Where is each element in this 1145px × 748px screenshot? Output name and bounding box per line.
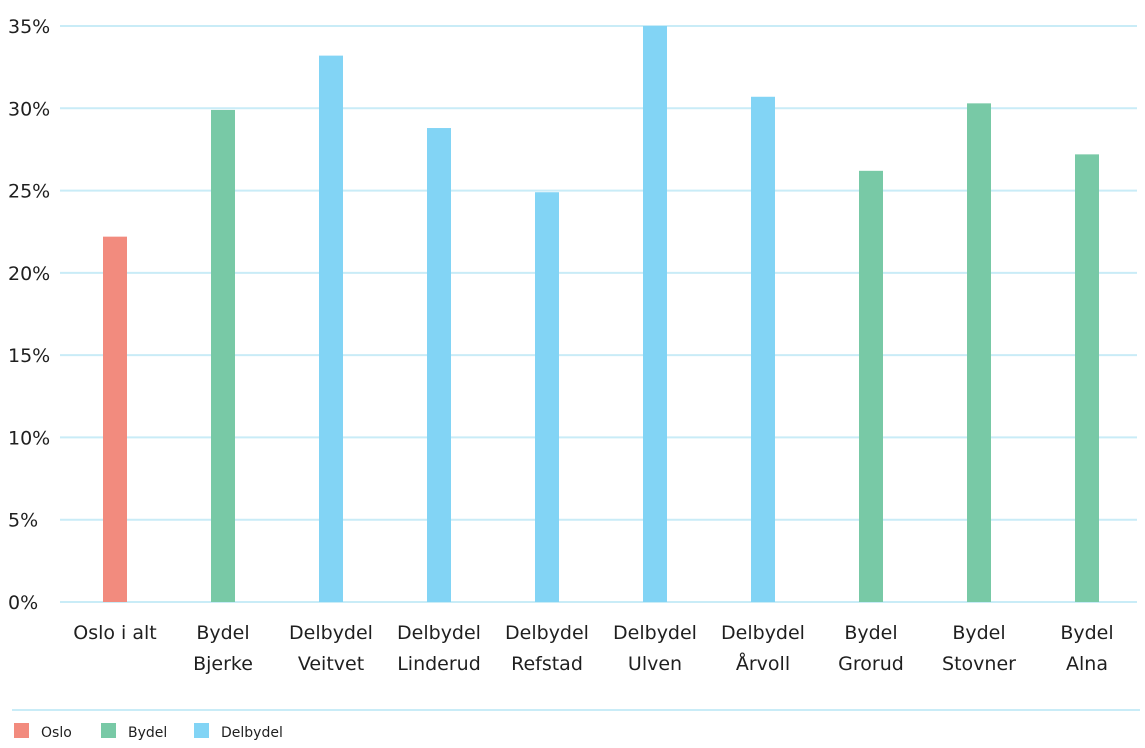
bar (751, 96, 775, 602)
x-tick-label: Linderud (397, 653, 481, 675)
bar (103, 236, 127, 602)
x-tick-label: Ulven (628, 653, 682, 675)
y-tick-label: 0% (8, 592, 38, 614)
x-tick-label: Delbydel (721, 622, 805, 644)
bar (643, 26, 667, 602)
legend: Oslo Bydel Delbydel (14, 723, 283, 741)
y-tick-label: 20% (8, 263, 50, 285)
y-tick-label: 15% (8, 345, 50, 367)
bar (319, 55, 343, 602)
legend-swatch (101, 723, 116, 738)
x-tick-label: Delbydel (397, 622, 481, 644)
x-tick-label: Delbydel (613, 622, 697, 644)
bar (211, 109, 235, 602)
y-axis-tick-labels: 0% 5% 10% 15% 20% 25% 30% 35% (8, 16, 50, 614)
bar (1075, 154, 1099, 602)
x-tick-label: Delbydel (505, 622, 589, 644)
x-tick-label: Bydel (844, 622, 897, 644)
x-tick-label: Bydel (1060, 622, 1113, 644)
x-tick-label: Stovner (942, 653, 1016, 675)
y-tick-label: 10% (8, 427, 50, 449)
legend-label: Oslo (41, 725, 72, 741)
x-tick-label: Alna (1066, 653, 1108, 675)
x-tick-label: Bydel (196, 622, 249, 644)
x-tick-label: Veitvet (298, 653, 364, 675)
legend-label: Bydel (128, 725, 167, 741)
y-tick-label: 5% (8, 510, 38, 532)
y-tick-label: 35% (8, 16, 50, 38)
x-tick-label: Refstad (511, 653, 583, 675)
gridlines (12, 25, 1140, 711)
x-tick-label: Bjerke (193, 653, 253, 675)
x-tick-label: Årvoll (736, 652, 790, 675)
bar (859, 170, 883, 602)
y-tick-label: 30% (8, 98, 50, 120)
y-tick-label: 25% (8, 181, 50, 203)
x-axis-tick-labels: Oslo i alt Bydel Bjerke Delbydel Veitvet Delb… (73, 622, 1113, 675)
bar (967, 103, 991, 602)
x-tick-label: Grorud (838, 653, 904, 675)
bars (103, 26, 1099, 602)
legend-label: Delbydel (221, 725, 283, 741)
x-tick-label: Delbydel (289, 622, 373, 644)
legend-swatch (194, 723, 209, 738)
bar (427, 128, 451, 602)
x-tick-label: Oslo i alt (73, 622, 157, 644)
x-tick-label: Bydel (952, 622, 1005, 644)
legend-swatch (14, 723, 29, 738)
bar (535, 192, 559, 602)
